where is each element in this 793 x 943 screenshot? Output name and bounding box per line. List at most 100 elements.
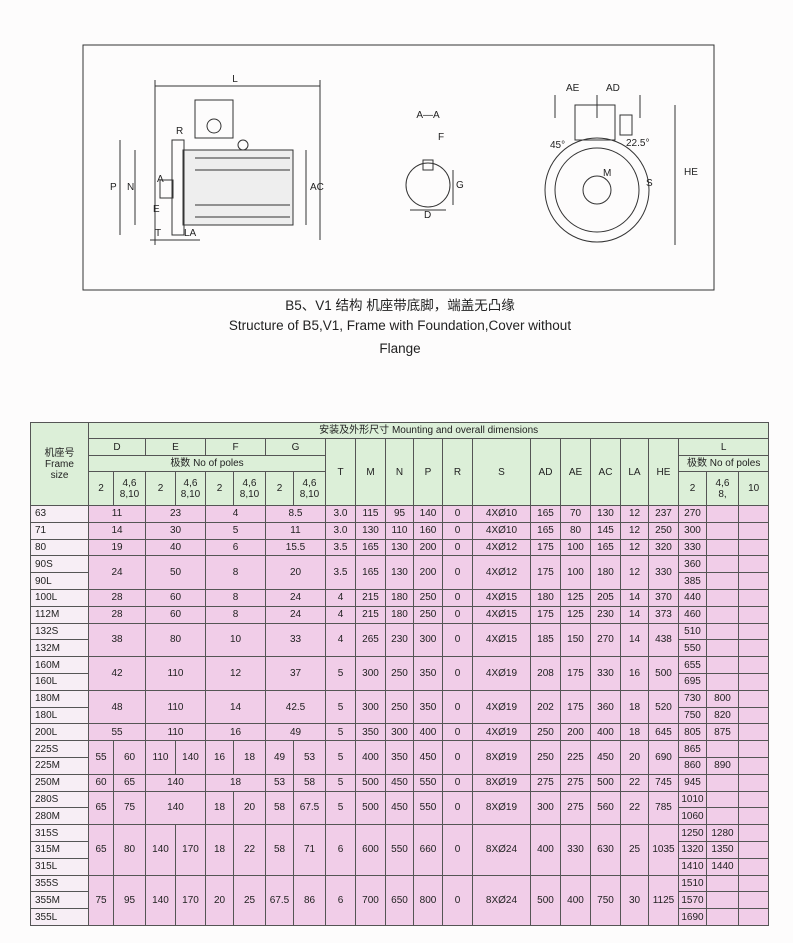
l-cell	[737, 723, 770, 742]
cell: 8	[205, 605, 266, 624]
l-cell: 805	[678, 723, 707, 742]
cell: 6	[325, 824, 356, 876]
l-cell: 385	[678, 572, 707, 590]
cell: 60	[88, 773, 114, 792]
cell: 0	[442, 622, 473, 658]
table-row: 180M 48 110 14 42.5 5 300 250 350 0 4XØ19 202 175 360…	[30, 689, 770, 725]
pole-header: 4,6 8,	[706, 471, 739, 506]
table-row: 90S 24 50 8 20 3.5 165 130 200 0 4XØ12 175 100 180 12 3…	[30, 555, 770, 590]
cell: 800	[413, 874, 443, 926]
table-row: 132M 550	[30, 639, 770, 658]
cell: 265	[355, 622, 386, 658]
cell: 175	[560, 689, 591, 725]
table-row: 机座号 Frame size 安装及外形尺寸 Mounting and overall…	[30, 422, 770, 506]
cell: 40	[145, 538, 206, 557]
l-cell	[737, 572, 770, 590]
column-header: N	[385, 438, 414, 506]
cell: 5	[325, 790, 356, 826]
cell: 300	[385, 723, 414, 742]
dim-label: T	[155, 228, 161, 239]
cell: 180	[385, 605, 414, 624]
cell: 8.5	[265, 505, 326, 523]
l-cell: 1250	[678, 824, 707, 842]
frame-cell: 315L	[30, 857, 89, 876]
cell: 4XØ10	[472, 521, 531, 540]
table-row: 80 19 40 6 15.5 3.5 165 130 200 0 4XØ12 175 100 165 12…	[30, 538, 770, 557]
cell: 28	[88, 605, 146, 624]
frame-cell: 90L	[30, 572, 89, 590]
l-cell	[737, 706, 770, 725]
pole-header: 2	[678, 471, 707, 506]
pole-header: 2	[205, 471, 234, 506]
table-row: 280S 65 75 140 18 20 58 67.5 5 500 450 550 0 8XØ19 300…	[30, 790, 770, 826]
cell: 4XØ19	[472, 689, 531, 725]
cell: 350	[413, 689, 443, 725]
cell: 400	[530, 824, 561, 876]
dim-label: N	[127, 182, 134, 193]
cell: 65	[88, 824, 114, 876]
l-cell: 800	[706, 689, 739, 708]
cell: 250	[413, 588, 443, 607]
cell-line: 8,10	[180, 488, 201, 500]
cell: 42	[88, 656, 146, 691]
cell: 20	[265, 555, 326, 590]
cell: 42.5	[265, 689, 326, 725]
cell: 95	[385, 505, 414, 523]
table-row: 225S 55 60 110 140 16 18 49 53 5 400 350 450 0 8XØ19 25…	[30, 740, 770, 775]
cell: 4XØ19	[472, 723, 531, 742]
cell: 15.5	[265, 538, 326, 557]
cell: 75	[113, 790, 146, 826]
table-row: 280M 1060	[30, 807, 770, 826]
column-header: P	[413, 438, 443, 506]
cell: 33	[265, 622, 326, 658]
l-cell	[706, 622, 739, 641]
cell: 65	[88, 790, 114, 826]
cell-line: 4,6	[183, 477, 198, 489]
cell: 58	[265, 824, 294, 876]
cell: 8	[205, 588, 266, 607]
cell: 110	[145, 656, 206, 691]
section-view	[405, 159, 454, 211]
l-cell	[706, 656, 739, 674]
cell: 300	[530, 790, 561, 826]
cell: 16	[205, 723, 266, 742]
frame-cell: 280M	[30, 807, 89, 826]
cell: 0	[442, 689, 473, 725]
l-cell: 270	[678, 505, 707, 523]
column-header: AE	[560, 438, 591, 506]
cell: 520	[648, 689, 679, 725]
cell: 18	[205, 773, 266, 792]
l-cell	[706, 807, 739, 826]
cell: 215	[355, 605, 386, 624]
cell: 8XØ19	[472, 790, 531, 826]
cell: 110	[145, 689, 206, 725]
cell: 165	[530, 521, 561, 540]
l-cell	[737, 505, 770, 523]
l-cell: 1690	[678, 908, 707, 926]
l-cell	[737, 521, 770, 540]
cell: 250	[385, 656, 414, 691]
cell: 25	[233, 874, 266, 926]
cell: 350	[385, 740, 414, 775]
pole-header: 4,6 8,10	[175, 471, 206, 506]
cell: 0	[442, 874, 473, 926]
l-cell	[706, 790, 739, 809]
cell: 230	[385, 622, 414, 658]
pole-header: 4,6 8,10	[233, 471, 266, 506]
l-cell	[706, 740, 739, 758]
l-cell	[737, 857, 770, 876]
cell: 18	[620, 723, 649, 742]
cell: 300	[355, 656, 386, 691]
cell-line: 8,	[718, 488, 727, 500]
cell: 14	[620, 588, 649, 607]
cell: 5	[325, 689, 356, 725]
cell: 67.5	[293, 790, 326, 826]
cell: 0	[442, 656, 473, 691]
cell: 4XØ15	[472, 605, 531, 624]
cell: 200	[560, 723, 591, 742]
cell: 10	[205, 622, 266, 658]
dimension-table: 机座号 Frame size 安装及外形尺寸 Mounting and overall…	[30, 422, 770, 926]
cell: 28	[88, 588, 146, 607]
cell: 0	[442, 505, 473, 523]
cell: 25	[620, 824, 649, 876]
